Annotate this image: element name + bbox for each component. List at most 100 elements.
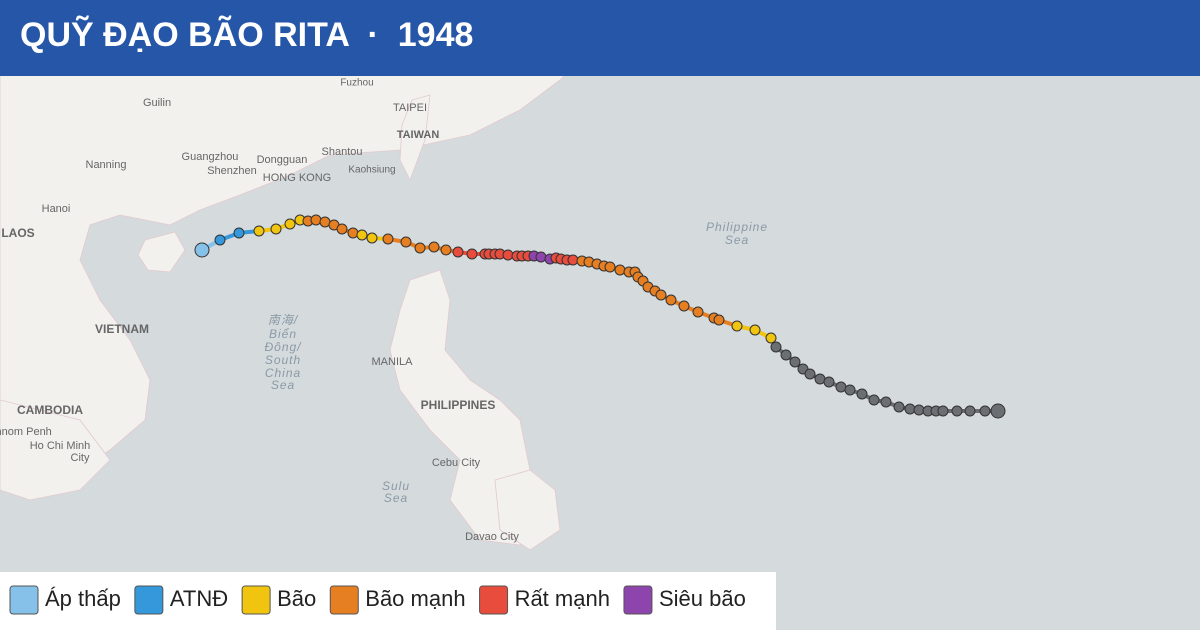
track-point (336, 223, 348, 235)
track-point (452, 246, 464, 258)
place-label: Đông/ (264, 340, 302, 354)
track-point (535, 251, 547, 263)
place-label: Phnom Penh (0, 426, 52, 438)
track-point (835, 381, 847, 393)
place-label: VIETNAM (95, 322, 149, 336)
legend-swatch (241, 585, 271, 615)
track-point (319, 216, 331, 228)
place-label: Guilin (143, 97, 171, 109)
place-label: HONG KONG (263, 172, 331, 184)
place-label: Guangzhou (182, 151, 239, 163)
track-point (233, 227, 245, 239)
track-point (400, 236, 412, 248)
track-point (665, 294, 677, 306)
track-point (856, 388, 868, 400)
place-label: TAIPEI (393, 102, 427, 114)
place-label: MANILA (372, 356, 414, 368)
legend: Áp thấp ATNĐ Bão Bão mạnh Rất mạnh Siêu bão (9, 585, 746, 615)
legend-swatch (623, 585, 653, 615)
track-point (382, 233, 394, 245)
track-point (731, 320, 743, 332)
place-label: Biển (269, 327, 297, 341)
place-label: Kaohsiung (348, 165, 395, 176)
track-point (655, 289, 667, 301)
place-label: Shenzhen (207, 165, 257, 177)
track-point (366, 232, 378, 244)
legend-swatch (329, 585, 359, 615)
legend-label: Rất mạnh (515, 586, 610, 611)
track-point (284, 218, 296, 230)
track-point (692, 306, 704, 318)
track-point (964, 405, 976, 417)
track-point (567, 254, 579, 266)
track-point (880, 396, 892, 408)
place-label: City (71, 452, 90, 464)
track-point (749, 324, 761, 336)
legend-swatch (134, 585, 164, 615)
track-point (414, 242, 426, 254)
track-point (678, 300, 690, 312)
track-point (347, 227, 359, 239)
legend-label: Bão (277, 586, 316, 611)
map-labels: Fuzhou TAIPEI TAIWAN Guilin Guangzhou Donggua… (0, 78, 768, 543)
track-point (614, 264, 626, 276)
track-point (604, 261, 616, 273)
track-point (990, 403, 1006, 419)
header-bar (0, 0, 1200, 76)
place-label: 南海/ (268, 313, 299, 327)
track-point (951, 405, 963, 417)
track-point (310, 214, 322, 226)
track-point (804, 368, 816, 380)
track-point (194, 242, 210, 258)
place-label: South (265, 353, 301, 367)
land (0, 59, 581, 551)
place-label: Sulu (382, 479, 410, 493)
track-point (713, 314, 725, 326)
track-point (466, 248, 478, 260)
legend-swatch (9, 585, 39, 615)
place-label: Fuzhou (340, 78, 373, 89)
place-label: Sea (271, 378, 295, 392)
place-label: Philippine (706, 220, 768, 234)
legend-label: ATNĐ (170, 586, 228, 611)
place-label: Nanning (86, 159, 127, 171)
track-point (770, 341, 782, 353)
place-label: CAMBODIA (17, 403, 83, 417)
track-point (789, 356, 801, 368)
storm-track (194, 214, 1006, 419)
track-point (893, 401, 905, 413)
legend-label: Áp thấp (45, 586, 121, 611)
track-point (356, 229, 368, 241)
track-point (765, 332, 777, 344)
place-label: TAIWAN (397, 129, 440, 141)
track-point (979, 405, 991, 417)
track-point (270, 223, 282, 235)
place-label: Davao City (465, 531, 519, 543)
place-label: Sea (725, 233, 749, 247)
track-point (214, 234, 226, 246)
track-point (823, 376, 835, 388)
place-label: China (265, 366, 301, 380)
legend-swatch (479, 585, 509, 615)
track-point (814, 373, 826, 385)
place-label: Cebu City (432, 457, 481, 469)
legend-label: Bão mạnh (365, 586, 465, 611)
track-point (440, 244, 452, 256)
track-point (913, 404, 925, 416)
track-point (253, 225, 265, 237)
title: QUỸ ĐẠO BÃO RITA · 1948 (20, 16, 473, 54)
track-point (844, 384, 856, 396)
track-point (904, 403, 916, 415)
place-label: Hanoi (42, 203, 71, 215)
track-point (428, 241, 440, 253)
legend-label: Siêu bão (659, 586, 746, 611)
place-label: PHILIPPINES (421, 398, 496, 412)
place-label: Dongguan (257, 154, 308, 166)
place-label: LAOS (1, 226, 34, 240)
track-point (502, 249, 514, 261)
track-point (868, 394, 880, 406)
track-point (937, 405, 949, 417)
place-label: Shantou (322, 146, 363, 158)
